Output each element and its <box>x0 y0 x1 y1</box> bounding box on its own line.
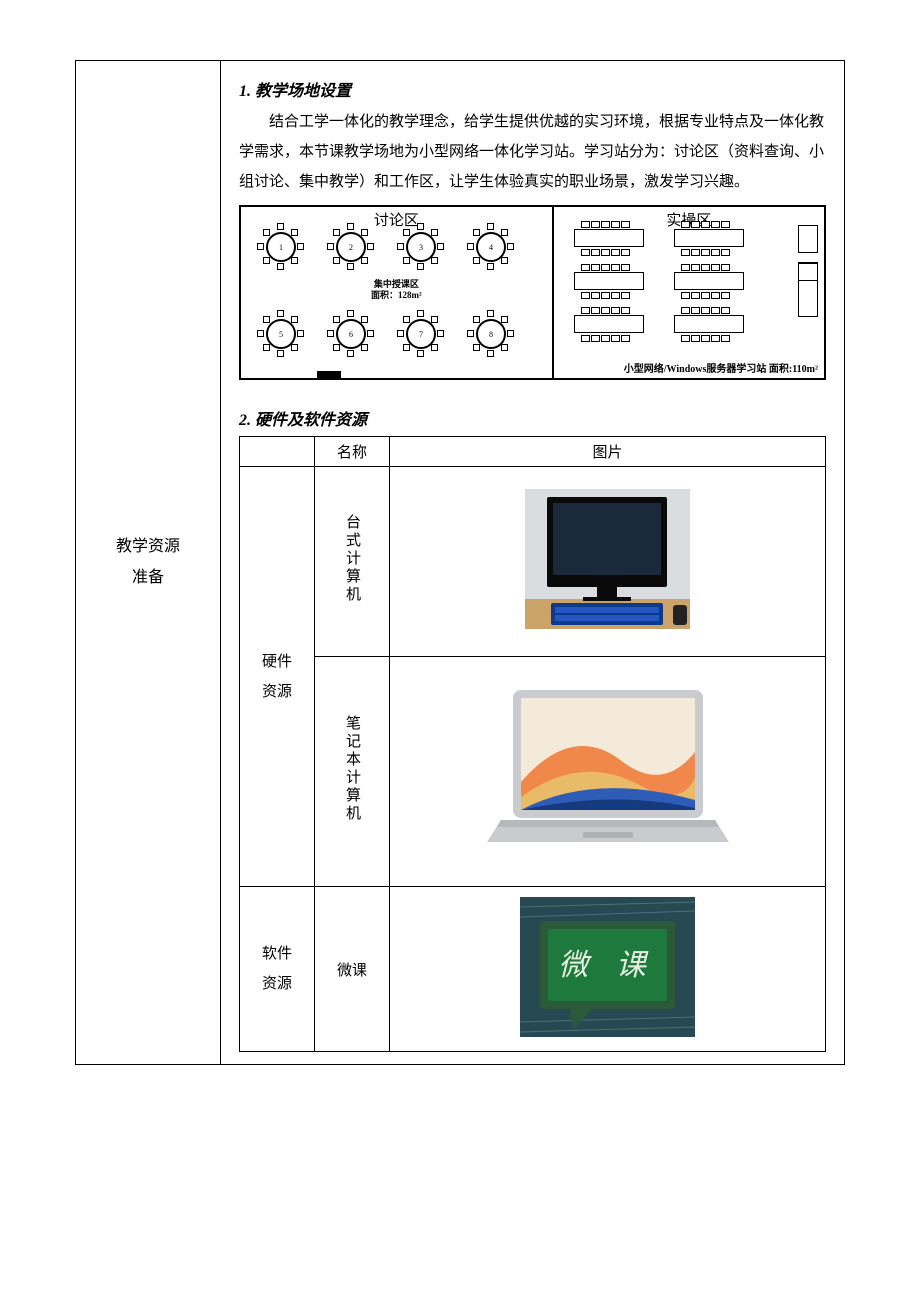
round-table: 8 <box>469 312 513 356</box>
door-marker <box>317 371 341 379</box>
round-table: 5 <box>259 312 303 356</box>
side-cabinet <box>798 262 818 317</box>
floorplan-center-label: 集中授课区 面积：128m² <box>371 279 422 301</box>
hardware-name-desktop: 台式计算机 <box>315 467 390 657</box>
document-page: 教学资源 准备 1. 教学场地设置 结合工学一体化的教学理念，给学生提供优越的实… <box>0 0 920 1105</box>
table-header-row: 名称 图片 <box>240 437 826 467</box>
desktop-image-cell <box>390 467 826 657</box>
floorplan-discussion-zone: 讨论区 12345678 集中授课区 面积：128m² <box>241 207 554 378</box>
desktop-label: 台式计算机 <box>343 514 361 604</box>
left-heading-line1: 教学资源 <box>84 532 212 562</box>
hardware-category-cell: 硬件资源 <box>240 467 315 887</box>
weike-label: 微课 <box>337 963 367 979</box>
section1-paragraph: 结合工学一体化的教学理念，给学生提供优越的实习环境，根据专业特点及一体化教学需求… <box>239 107 826 197</box>
laptop-image-cell <box>390 657 826 887</box>
workbench <box>674 272 744 290</box>
weike-image-cell: 微 课 <box>390 887 826 1052</box>
workbench <box>574 272 644 290</box>
floorplan-work-zone: 实操区 小型网络/Windows服务器学习站 面积:110m² <box>554 207 824 378</box>
side-cabinet-2 <box>798 225 818 253</box>
col-header-blank <box>240 437 315 467</box>
table-row: 硬件资源 台式计算机 <box>240 467 826 657</box>
workbench <box>574 229 644 247</box>
floorplan-wrapper: 讨论区 12345678 集中授课区 面积：128m² 实操区 <box>239 205 826 380</box>
software-category-cell: 软件资源 <box>240 887 315 1052</box>
round-table: 4 <box>469 225 513 269</box>
round-table: 1 <box>259 225 303 269</box>
round-table: 3 <box>399 225 443 269</box>
content-cell: 1. 教学场地设置 结合工学一体化的教学理念，给学生提供优越的实习环境，根据专业… <box>221 61 845 1065</box>
section1-title: 1. 教学场地设置 <box>239 77 826 101</box>
table-row: 软件资源 微课 <box>240 887 826 1052</box>
laptop-computer-graphic <box>483 682 733 857</box>
left-heading-cell: 教学资源 准备 <box>76 61 221 1065</box>
workbench <box>674 315 744 333</box>
round-table: 6 <box>329 312 373 356</box>
left-heading-line2: 准备 <box>84 563 212 593</box>
workbench <box>574 315 644 333</box>
floorplan-caption: 小型网络/Windows服务器学习站 面积:110m² <box>624 360 818 375</box>
hardware-name-laptop: 笔记本计算机 <box>315 657 390 887</box>
col-header-name: 名称 <box>315 437 390 467</box>
software-name-weike: 微课 <box>315 887 390 1052</box>
floorplan-center-line1: 集中授课区 <box>374 279 419 289</box>
floorplan-diagram: 讨论区 12345678 集中授课区 面积：128m² 实操区 <box>239 205 826 380</box>
laptop-label: 笔记本计算机 <box>343 715 361 823</box>
desktop-computer-graphic <box>525 489 690 629</box>
col-header-image: 图片 <box>390 437 826 467</box>
section2-title: 2. 硬件及软件资源 <box>239 406 826 430</box>
micro-lecture-graphic: 微 课 <box>520 897 695 1037</box>
workbench <box>674 229 744 247</box>
chalkboard-text: 微 课 <box>558 949 656 982</box>
floorplan-center-line2: 面积：128m² <box>371 290 422 300</box>
table-row: 笔记本计算机 <box>240 657 826 887</box>
round-table: 7 <box>399 312 443 356</box>
resources-table: 名称 图片 硬件资源 台式计算机 <box>239 436 826 1052</box>
outer-layout-table: 教学资源 准备 1. 教学场地设置 结合工学一体化的教学理念，给学生提供优越的实… <box>75 60 845 1065</box>
round-table: 2 <box>329 225 373 269</box>
